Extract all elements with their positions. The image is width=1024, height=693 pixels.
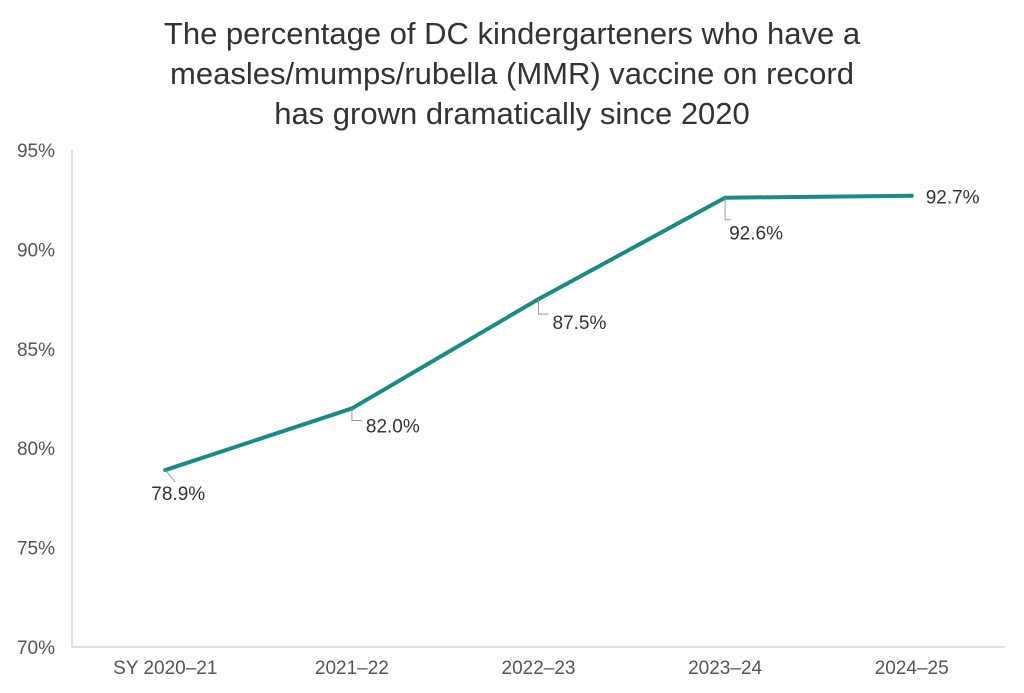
y-tick-label: 75% bbox=[17, 539, 55, 560]
x-tick-label: 2024–25 bbox=[875, 658, 949, 679]
data-label: 87.5% bbox=[553, 313, 607, 334]
data-label-leader bbox=[724, 197, 732, 221]
data-label-leader bbox=[351, 408, 362, 421]
y-tick-label: 85% bbox=[17, 340, 55, 361]
chart-title-line-3: has grown dramatically since 2020 bbox=[274, 96, 750, 131]
y-tick-label: 80% bbox=[17, 439, 55, 460]
data-label: 92.6% bbox=[729, 224, 783, 245]
series-line bbox=[163, 193, 914, 473]
x-tick-label: 2021–22 bbox=[315, 658, 389, 679]
data-label: 82.0% bbox=[366, 416, 420, 437]
x-tick-label: SY 2020–21 bbox=[113, 658, 217, 679]
y-tick-label: 90% bbox=[17, 240, 55, 261]
y-tick-label: 70% bbox=[17, 638, 55, 659]
chart-title: The percentage of DC kindergarteners who… bbox=[0, 14, 1024, 134]
chart-title-line-1: The percentage of DC kindergarteners who… bbox=[163, 16, 861, 51]
y-tick-label: 95% bbox=[17, 141, 55, 162]
data-label: 78.9% bbox=[151, 484, 205, 505]
x-tick-label: 2022–23 bbox=[502, 658, 576, 679]
data-point bbox=[909, 193, 914, 198]
data-label-leader bbox=[538, 299, 549, 315]
data-label: 92.7% bbox=[926, 188, 980, 209]
chart-title-line-2: measles/mumps/rubella (MMR) vaccine on r… bbox=[170, 56, 854, 91]
x-tick-label: 2023–24 bbox=[688, 658, 762, 679]
data-label-leader bbox=[164, 469, 176, 483]
